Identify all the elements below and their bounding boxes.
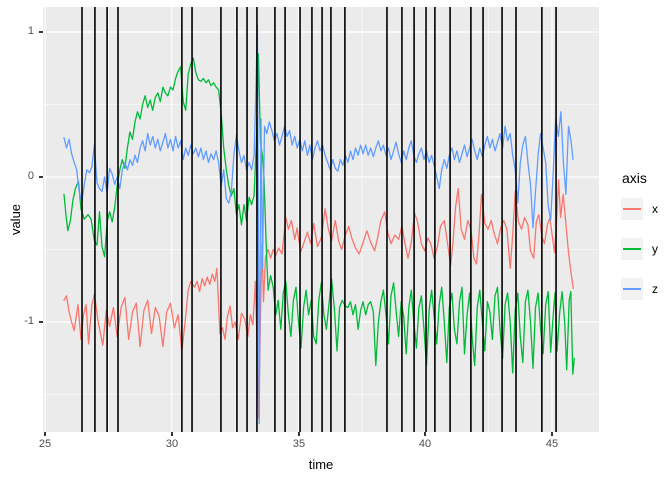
x-axis-title: time (308, 457, 334, 472)
y-tick-label-neg1: -1 (24, 315, 34, 327)
legend: axis x y z (621, 170, 658, 318)
green-line-swatch-icon (623, 248, 641, 250)
x-axis-tick-mark (44, 432, 46, 436)
series-line-x (63, 179, 574, 419)
legend-entry-x: x (621, 198, 658, 220)
y-axis-tick-mark (39, 31, 43, 33)
x-axis-tick-mark (170, 432, 173, 436)
y-axis-title: value (8, 203, 23, 236)
x-tick-label-40: 40 (418, 438, 432, 450)
x-tick-label-35: 35 (292, 438, 306, 450)
x-axis-tick-mark (551, 432, 553, 436)
legend-label-z: z (652, 282, 658, 296)
x-tick-label-30: 30 (165, 438, 179, 450)
series-line-z (63, 24, 574, 425)
x-axis-tick-mark (424, 432, 427, 436)
blue-line-swatch-icon (623, 288, 641, 290)
legend-key-y (621, 238, 643, 260)
legend-key-x (621, 198, 643, 220)
plot-panel (43, 7, 599, 432)
y-axis-tick-mark (39, 176, 43, 178)
x-axis-tick-mark (297, 432, 300, 436)
x-tick-label-25: 25 (38, 438, 52, 450)
legend-title: axis (622, 170, 647, 186)
legend-label-x: x (652, 202, 658, 216)
red-line-swatch-icon (623, 208, 641, 210)
y-axis-tick-mark (39, 321, 43, 323)
y-tick-label-0: 0 (27, 170, 34, 182)
legend-entry-z: z (621, 278, 658, 300)
legend-key-z (621, 278, 643, 300)
y-tick-label-1: 1 (27, 25, 34, 37)
legend-entry-y: y (621, 238, 658, 260)
legend-label-y: y (652, 242, 658, 256)
plot-area (43, 7, 599, 432)
x-tick-label-45: 45 (545, 438, 559, 450)
series-line-y (63, 53, 575, 375)
